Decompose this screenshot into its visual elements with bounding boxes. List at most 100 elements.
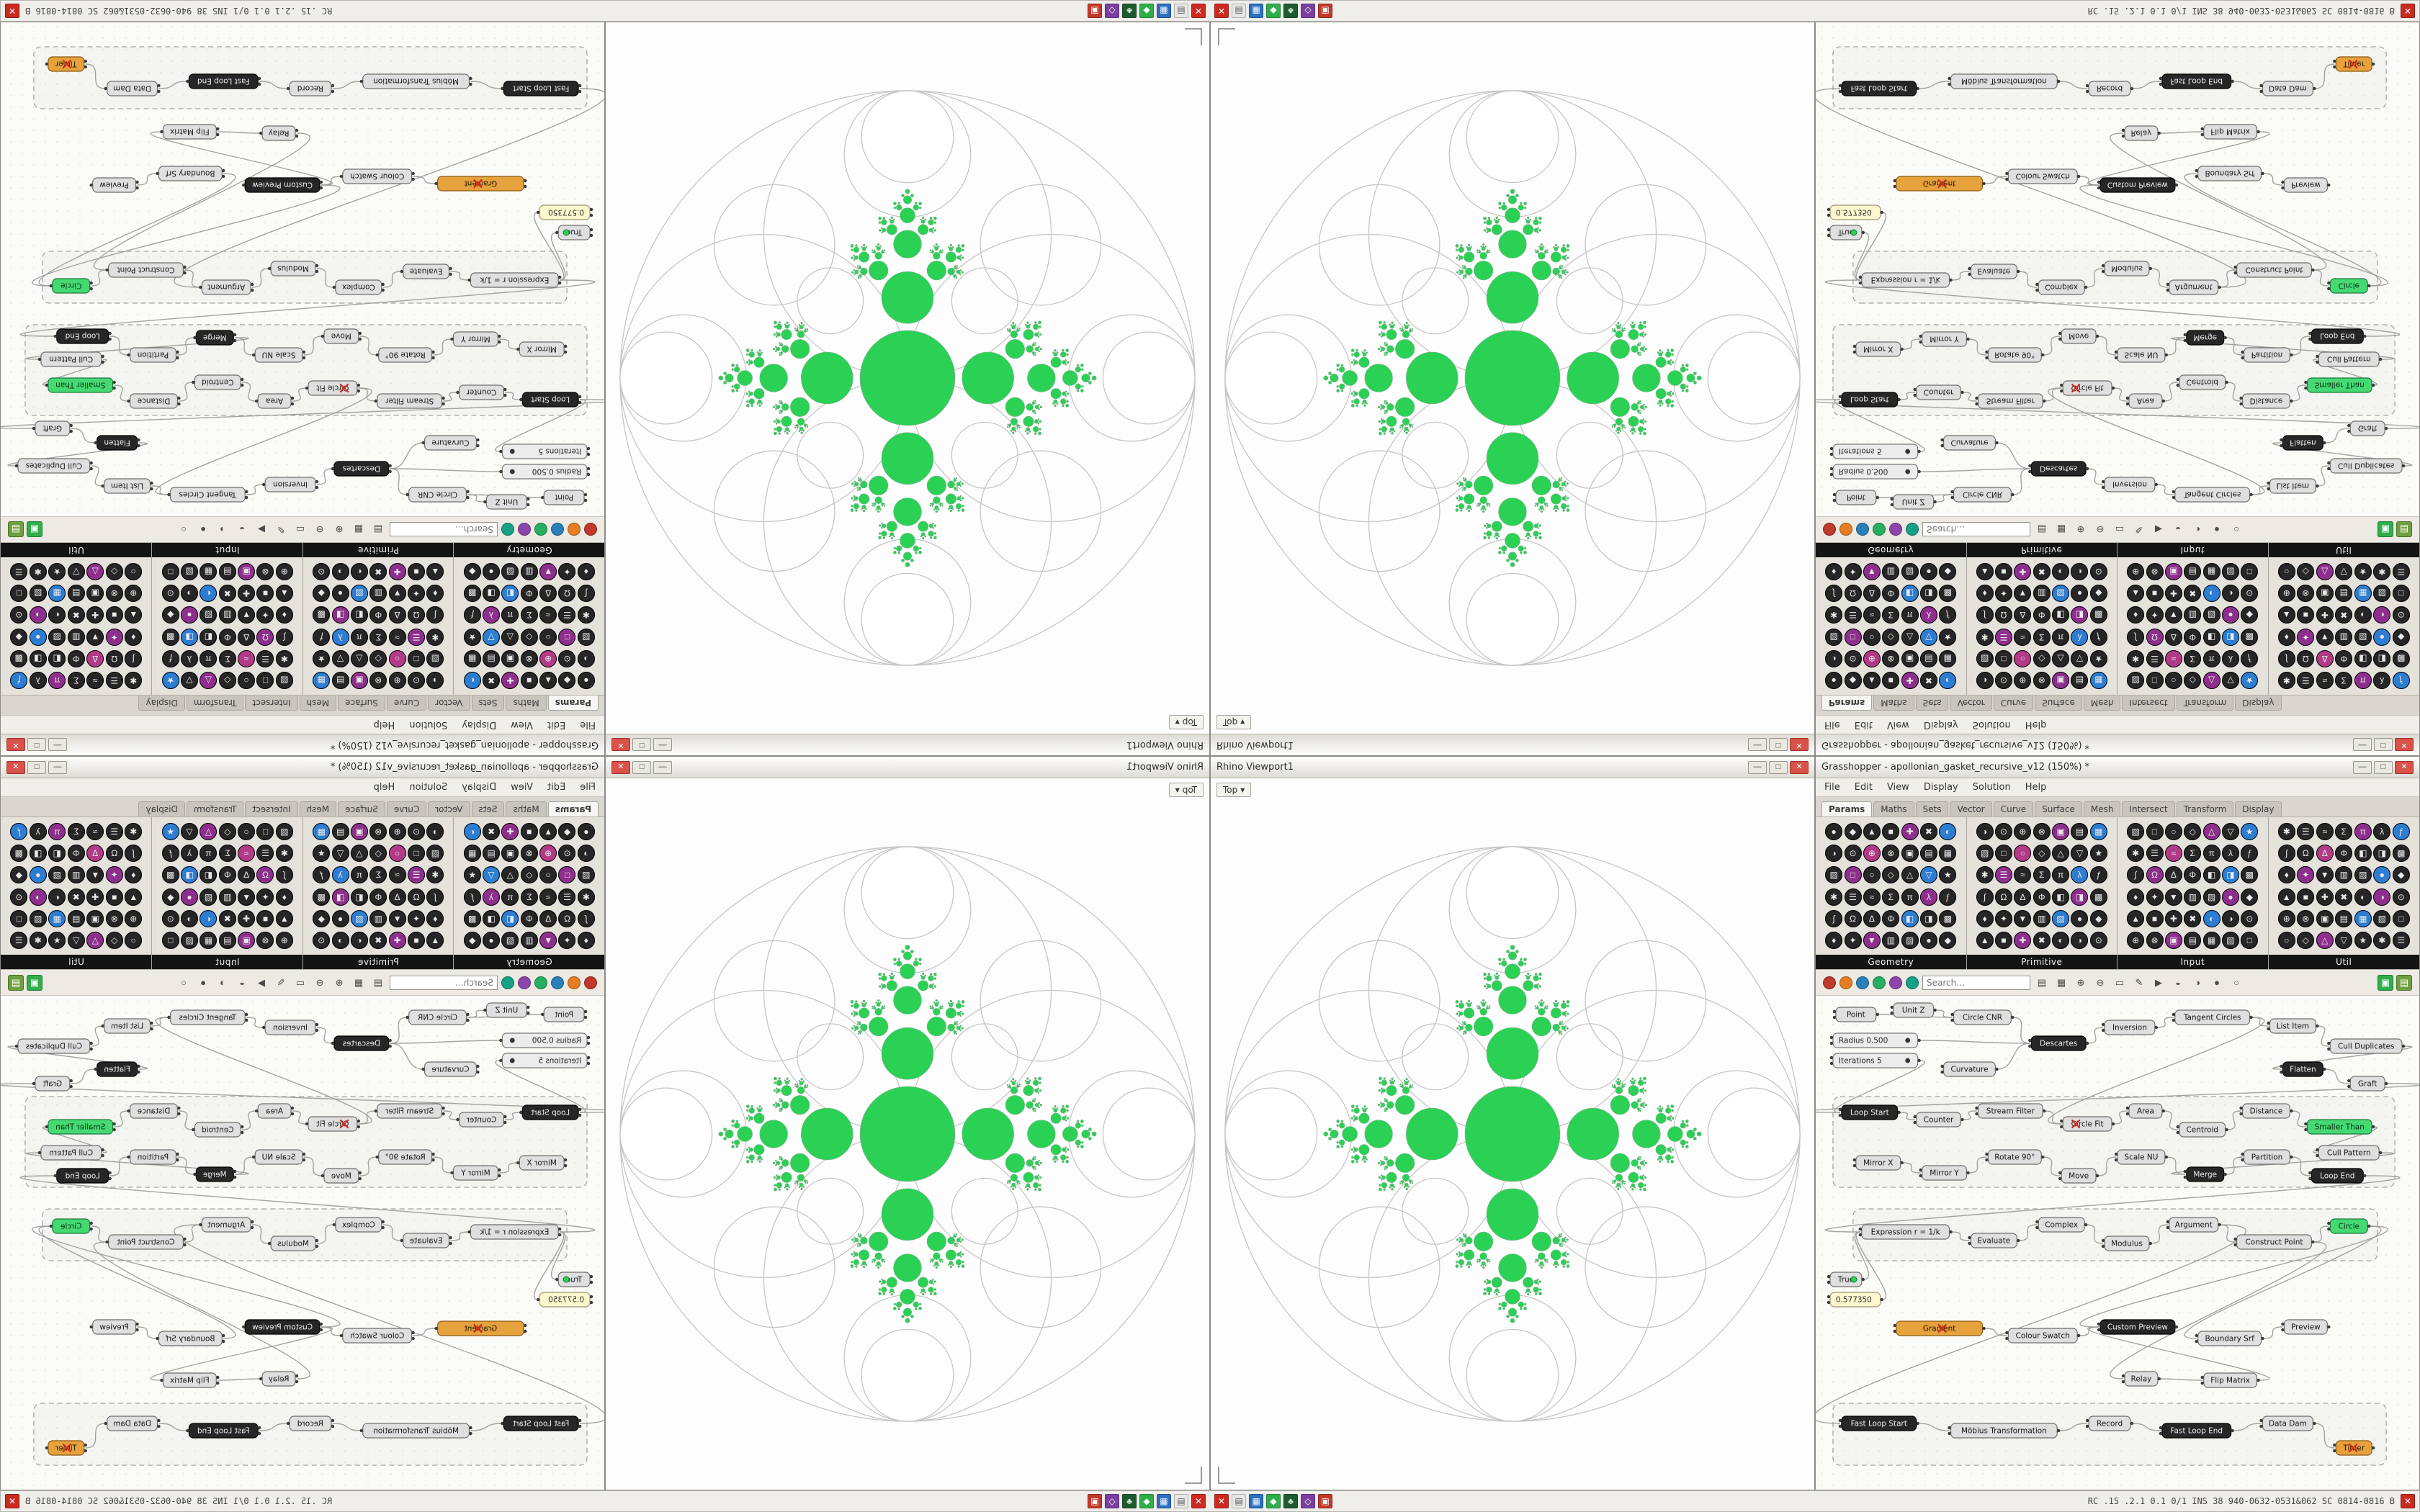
palette-component-icon[interactable]: ▲ [2277,606,2295,624]
palette-component-icon[interactable]: ✖ [218,909,236,927]
tab-maths[interactable]: Maths [506,696,547,711]
palette-component-icon[interactable]: ✚ [388,931,406,949]
palette-component-icon[interactable]: Ω [558,909,576,927]
palette-component-icon[interactable]: □ [2146,671,2164,689]
menu-edit[interactable]: Edit [547,782,566,793]
palette-component-icon[interactable]: ≈ [388,628,406,646]
toolbar-ball-icon[interactable] [1906,523,1919,536]
toggle-indicator[interactable] [1850,1276,1857,1283]
palette-component-icon[interactable]: ▦ [2089,823,2107,841]
grasshopper-close-button[interactable]: ✕ [2395,760,2414,774]
palette-component-icon[interactable]: ★ [1939,866,1957,884]
palette-component-icon[interactable]: ▤ [2335,585,2353,603]
tab-intersect[interactable]: Intersect [2122,801,2175,816]
palette-component-icon[interactable]: ◧ [2202,866,2220,884]
gh-node-argument[interactable]: Argument [2166,279,2221,295]
palette-component-icon[interactable]: ◨ [2373,845,2391,863]
palette-component-icon[interactable]: ◧ [48,649,66,667]
palette-component-icon[interactable]: ▣ [501,845,519,863]
palette-component-icon[interactable]: ⊕ [125,585,143,603]
gh-node-relay[interactable]: Relay [259,125,299,141]
palette-component-icon[interactable]: ☰ [105,671,123,689]
palette-component-icon[interactable]: ◐ [463,671,481,689]
palette-component-icon[interactable]: ▨ [2052,585,2070,603]
gh-node-partition[interactable]: Partition [2241,1149,2293,1165]
palette-component-icon[interactable]: ▲ [1863,671,1881,689]
gh-node-area[interactable]: Area [254,393,295,409]
palette-component-icon[interactable]: ✖ [2335,888,2353,906]
palette-component-icon[interactable]: ≈ [86,823,104,841]
palette-component-icon[interactable]: ◧ [1901,585,1919,603]
palette-component-icon[interactable]: ● [29,866,47,884]
palette-component-icon[interactable]: ▧ [2373,585,2391,603]
palette-component-icon[interactable]: ★ [1939,628,1957,646]
menu-help[interactable]: Help [373,782,395,793]
tab-mesh[interactable]: Mesh [299,696,337,711]
viewport-minimize-button[interactable]: — [653,760,672,774]
palette-component-icon[interactable]: Δ [2014,888,2032,906]
palette-component-icon[interactable]: ▲ [125,606,143,624]
palette-component-icon[interactable]: ▦ [2202,563,2220,581]
palette-component-icon[interactable]: Δ [1863,909,1881,927]
gh-node-true[interactable]: True [1827,1272,1865,1287]
gh-node-preview[interactable]: Preview [2281,1319,2331,1335]
gh-node-preview[interactable]: Preview [2281,177,2331,193]
palette-component-icon[interactable]: π [501,606,519,624]
palette-component-icon[interactable]: ◆ [1939,931,1957,949]
menu-view[interactable]: View [511,782,534,793]
palette-component-icon[interactable]: ▽ [181,671,199,689]
gh-node-cull-pattern[interactable]: Cull Pattern [37,1145,104,1161]
gh-node-flatten[interactable]: Flatten [2280,1061,2326,1077]
palette-component-icon[interactable]: ▽ [2071,649,2089,667]
palette-component-icon[interactable]: ◆ [161,888,179,906]
slider-knob[interactable] [1905,449,1911,454]
palette-component-icon[interactable]: ⊗ [256,931,274,949]
palette-component-icon[interactable]: ♦ [275,888,293,906]
palette-component-icon[interactable]: ⊕ [2014,671,2032,689]
gh-node-flatten[interactable]: Flatten [2280,435,2326,451]
gh-node-mirror-y[interactable]: Mirror Y [450,1165,501,1181]
toolbar-ball-icon[interactable] [534,523,547,536]
gh-node-rotate-90-[interactable]: Rotate 90° [375,347,435,363]
palette-component-icon[interactable]: ▨ [48,866,66,884]
toolbar-icon[interactable]: ▤ [370,522,386,538]
gh-node-colour-swatch[interactable]: Colour Swatch [2005,168,2081,184]
palette-component-icon[interactable]: ○ [2164,671,2182,689]
palette-component-icon[interactable]: π [2354,823,2372,841]
palette-component-icon[interactable]: ▥ [2335,866,2353,884]
gh-node-argument[interactable]: Argument [199,279,254,295]
palette-component-icon[interactable]: ▥ [520,563,538,581]
palette-component-icon[interactable]: ▲ [275,585,293,603]
toolbar-icon[interactable]: ▭ [292,975,308,991]
gh-node-modulus[interactable]: Modulus [267,261,319,276]
tab-params[interactable]: Params [1821,696,1873,711]
gh-node-fast-loop-end[interactable]: Fast Loop End [186,73,261,89]
gh-node-circle[interactable]: Circle [49,1218,93,1234]
palette-component-icon[interactable]: ⊕ [2127,931,2145,949]
gh-node-distance[interactable]: Distance [127,1103,181,1119]
palette-component-icon[interactable]: ● [483,563,501,581]
palette-component-icon[interactable]: ▧ [2127,823,2145,841]
palette-component-icon[interactable]: ★ [161,823,179,841]
tray-display-icon[interactable]: ▦ [1157,4,1171,18]
gh-node-move[interactable]: Move [2058,328,2099,344]
palette-component-icon[interactable]: ○ [388,845,406,863]
palette-component-icon[interactable]: ▦ [2202,931,2220,949]
menu-display[interactable]: Display [1923,719,1958,730]
palette-component-icon[interactable]: ▲ [125,888,143,906]
palette-component-icon[interactable]: ✦ [256,606,274,624]
palette-component-icon[interactable]: ✦ [1844,931,1862,949]
palette-component-icon[interactable]: ▩ [463,585,481,603]
gh-node-centroid[interactable]: Centroid [2176,1122,2228,1138]
gh-node-rotate-90-[interactable]: Rotate 90° [1985,1149,2045,1165]
palette-component-icon[interactable]: ▨ [200,888,218,906]
toolbar-icon[interactable]: ▦ [351,975,367,991]
canvas-search-input[interactable] [1922,522,2030,537]
palette-component-icon[interactable]: Δ [2316,649,2334,667]
palette-component-icon[interactable]: ▩ [2392,845,2410,863]
toolbar-ball-icon[interactable] [1823,523,1836,536]
palette-component-icon[interactable]: ▽ [181,823,199,841]
palette-component-icon[interactable]: ◑ [426,823,444,841]
palette-component-icon[interactable]: □ [161,931,179,949]
palette-component-icon[interactable]: π [2202,845,2220,863]
